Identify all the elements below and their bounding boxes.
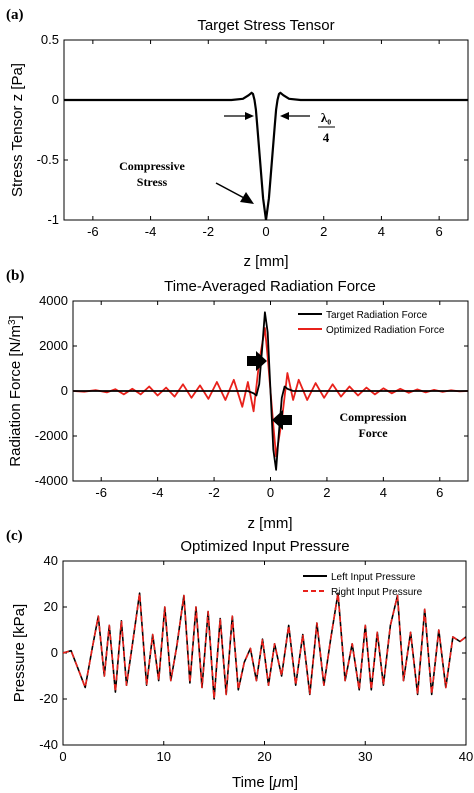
panel-b-ytick-label: -4000 [35, 473, 68, 488]
panel-a-plot-area [64, 91, 468, 220]
panel-b-xtick-label: 0 [267, 485, 274, 500]
panel-a-xtick-label: 6 [436, 224, 443, 239]
panel-a-series-line [64, 91, 468, 220]
panel-b-plot-area [73, 311, 468, 471]
legend-optimized-label: Optimized Radiation Force [326, 325, 445, 336]
panel-c-ticks: 0 10 20 30 40 40 20 0 -20 -40 [39, 553, 473, 764]
panel-b-xtick-label: -6 [95, 485, 107, 500]
panel-a-xtick-label: 0 [262, 224, 269, 239]
panel-a-label: (a) [6, 7, 24, 23]
panel-c-xtick-label: 10 [157, 749, 171, 764]
panel-b-ylabel: Radiation Force [N/m3] [7, 315, 25, 466]
panel-a-ytick-label: -1 [47, 212, 59, 227]
panel-c-ytick-label: 20 [44, 599, 58, 614]
panel-c-label: (c) [6, 528, 23, 544]
panel-c-ytick-label: 0 [51, 645, 58, 660]
panel-c-xtick-label: 30 [358, 749, 372, 764]
panel-c-xlabel: Time [μm] [232, 774, 298, 791]
panel-c-input-pressure: (c) Optimized Input Pressure 0 10 20 30 40 40… [6, 528, 473, 791]
panel-a-ylabel: Stress Tensor z [Pa] [9, 63, 26, 197]
panel-b-series-line [73, 311, 468, 471]
panel-a-title: Target Stress Tensor [197, 17, 334, 34]
panel-a-xtick-label: -2 [203, 224, 215, 239]
panel-a-ytick-label: 0 [52, 92, 59, 107]
panel-a-xtick-label: 4 [378, 224, 385, 239]
panel-c-xtick-label: 40 [459, 749, 473, 764]
panel-b-xtick-label: 2 [323, 485, 330, 500]
lambda-width-marker [224, 112, 310, 120]
annotation-compression-line2: Force [358, 426, 388, 440]
panel-c-legend: Left Input Pressure Right Input Pressure [303, 572, 423, 598]
panel-b-xtick-label: -2 [208, 485, 220, 500]
panel-c-xtick-label: 20 [257, 749, 271, 764]
panel-c-plot-area [63, 592, 466, 700]
panel-c-ylabel: Pressure [kPa] [11, 604, 28, 702]
panel-c-title: Optimized Input Pressure [180, 538, 349, 555]
panel-b-ytick-label: -2000 [35, 428, 68, 443]
panel-a-xtick-label: -4 [145, 224, 157, 239]
force-arrow-right [247, 351, 267, 371]
panel-c-ytick-label: -40 [39, 737, 58, 752]
panel-a-axes-frame [63, 39, 469, 221]
panel-c-ytick-label: -20 [39, 691, 58, 706]
compressive-arrow [215, 182, 254, 204]
force-arrow-left [272, 410, 292, 430]
panel-c-xtick-label: 0 [59, 749, 66, 764]
panel-b-ticks: -6 -4 -2 0 2 4 6 4000 2000 0 -2000 -4000 [35, 293, 468, 500]
panel-b-ytick-label: 2000 [39, 338, 68, 353]
annotation-compressive-line1: Compressive [119, 159, 185, 173]
panel-b-ytick-label: 4000 [39, 293, 68, 308]
legend-target-label: Target Radiation Force [326, 310, 428, 321]
lambda-denominator: 4 [323, 130, 330, 145]
panel-b-legend: Target Radiation Force Optimized Radiati… [298, 310, 445, 336]
panel-b-label: (b) [6, 268, 24, 284]
panel-a-stress-tensor: (a) Target Stress Tensor -6 -4 -2 0 2 4 60.50-… [6, 7, 469, 270]
panel-b-xtick-label: 6 [436, 485, 443, 500]
lambda-numerator: λ₀ [321, 110, 331, 125]
legend-left-label: Left Input Pressure [331, 572, 416, 583]
panel-b-ytick-label: 0 [61, 383, 68, 398]
panel-b-xlabel: z [mm] [248, 515, 293, 532]
panel-c-series-line [63, 592, 466, 700]
panel-b-xtick-label: 4 [380, 485, 387, 500]
panel-c-ytick-label: 40 [44, 553, 58, 568]
panel-a-xlabel: z [mm] [244, 253, 289, 270]
panel-b-title: Time-Averaged Radiation Force [164, 278, 376, 295]
panel-a-ytick-label: -0.5 [37, 152, 59, 167]
panel-b-radiation-force: (b) Time-Averaged Radiation Force -6 -4 -2… [6, 268, 469, 532]
panel-a-ticks: -6 -4 -2 0 2 4 6 0.5 0 -0.5 -1 [37, 32, 468, 239]
annotation-compression-line1: Compression [339, 410, 406, 424]
panel-a-xtick-label: -6 [87, 224, 99, 239]
panel-b-xtick-label: -4 [152, 485, 164, 500]
legend-right-label: Right Input Pressure [331, 587, 423, 598]
panel-a-xtick-label: 2 [320, 224, 327, 239]
panel-a-ytick-label: 0.5 [41, 32, 59, 47]
annotation-compressive-line2: Stress [137, 175, 168, 189]
